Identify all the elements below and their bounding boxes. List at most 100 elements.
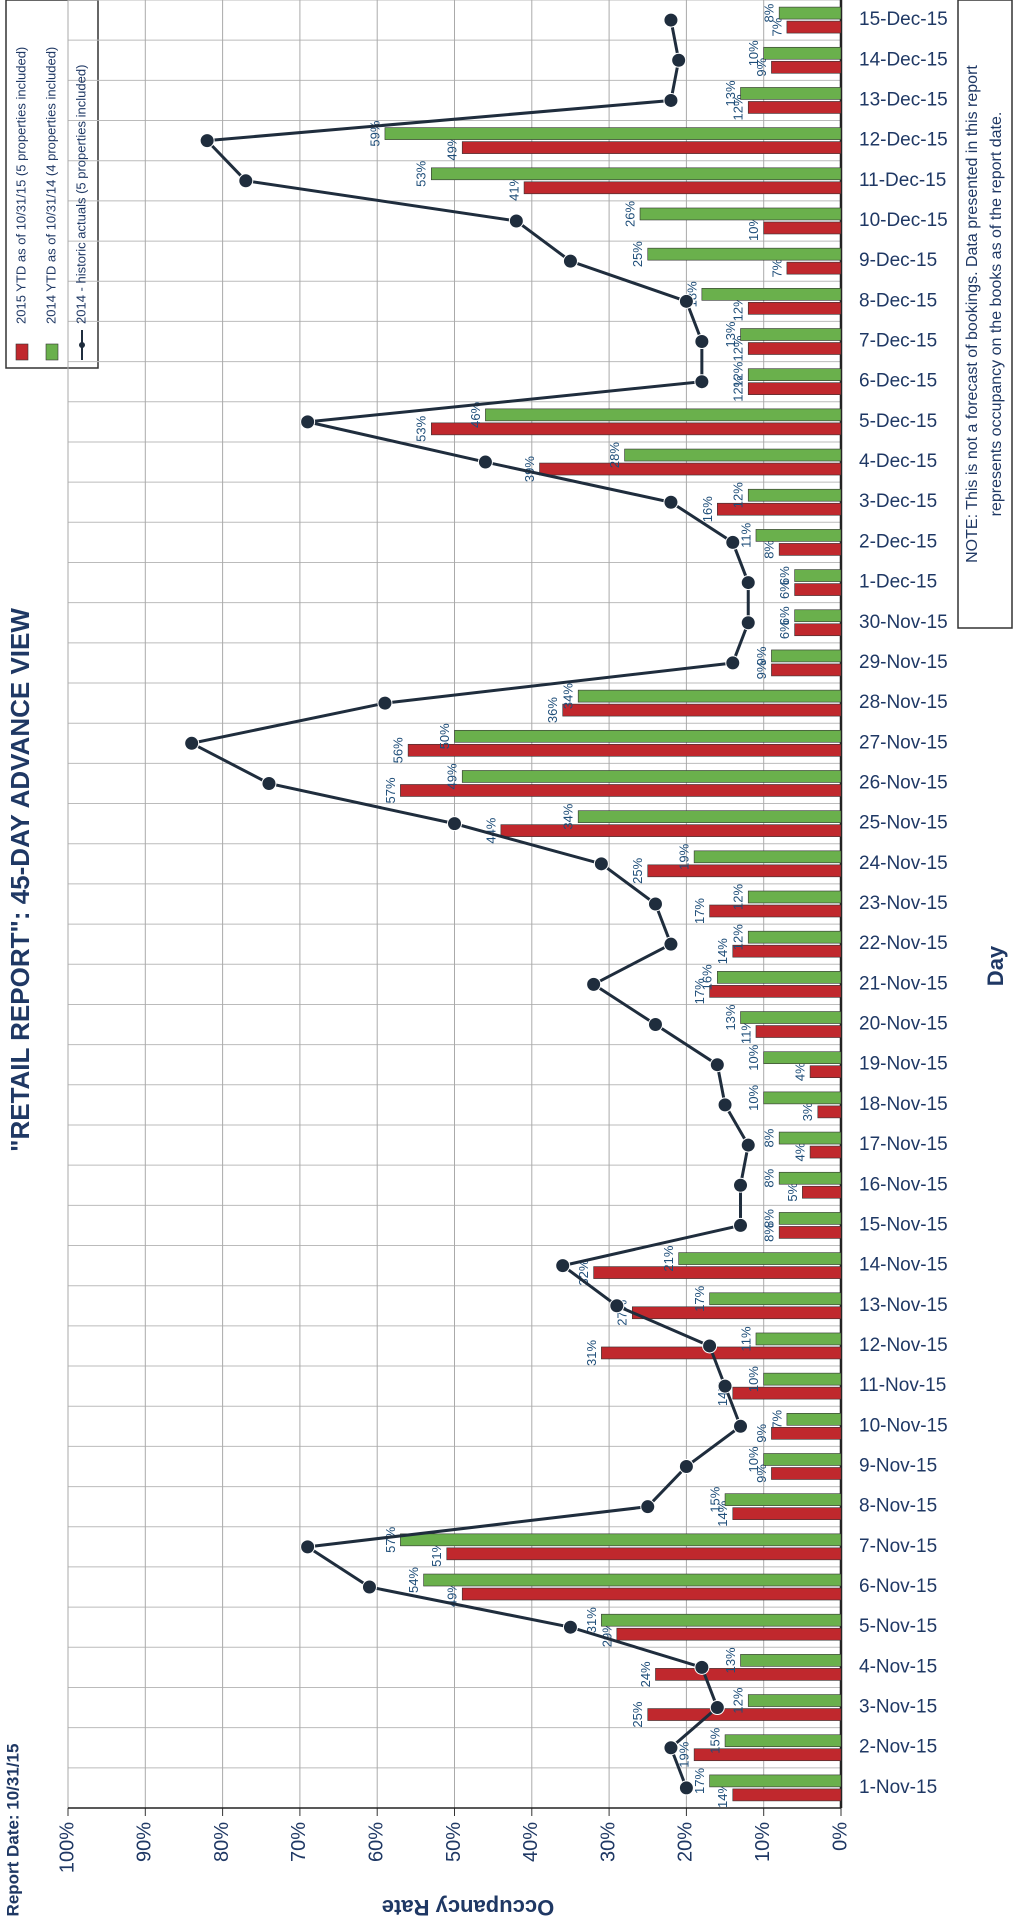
line-point (663, 92, 679, 108)
bar (747, 101, 842, 114)
legend-symbol (45, 343, 59, 361)
bar (732, 1386, 842, 1400)
data-label: 11% (738, 1019, 753, 1044)
x-tick-label: 10-Dec-15 (859, 210, 948, 231)
data-label: 39% (522, 456, 537, 482)
data-label: 41% (507, 174, 522, 200)
data-label: 17% (692, 1767, 707, 1793)
data-label: 12% (731, 94, 746, 120)
x-tick-label: 15-Nov-15 (859, 1214, 948, 1235)
bar (577, 689, 842, 703)
bar (431, 422, 842, 436)
bar (786, 20, 842, 34)
data-label: 13% (723, 1647, 738, 1673)
x-tick-label: 7-Dec-15 (859, 331, 937, 352)
x-tick-label: 4-Dec-15 (859, 451, 937, 472)
x-tick-label: 10-Nov-15 (859, 1415, 948, 1436)
line-point (663, 12, 679, 28)
bar (717, 971, 842, 984)
y-tick-label: 10% (752, 1822, 774, 1862)
data-label: 36% (545, 697, 560, 723)
y-axis-title: Occupancy Rate (382, 1895, 554, 1920)
data-label: 24% (638, 1661, 653, 1687)
legend-label: 2014 - historic actuals (5 properties in… (73, 65, 88, 324)
data-label: 3% (800, 1102, 815, 1121)
bar (740, 1011, 842, 1024)
bar (678, 1252, 842, 1265)
data-label: 19% (677, 843, 692, 869)
y-tick-label: 80% (211, 1822, 233, 1862)
data-label: 54% (406, 1567, 421, 1593)
data-label: 25% (630, 857, 645, 883)
bar (747, 930, 842, 944)
data-label: 8% (762, 540, 777, 559)
data-label: 14% (715, 938, 730, 964)
line-point (725, 655, 741, 671)
bar (747, 342, 842, 355)
x-tick-label: 5-Nov-15 (859, 1616, 937, 1637)
data-label: 49% (445, 1581, 460, 1607)
data-label: 9% (754, 646, 769, 665)
bar (778, 1131, 842, 1145)
line-point (184, 735, 200, 751)
data-label: 28% (607, 442, 622, 468)
data-label: 57% (383, 777, 398, 803)
bar (794, 583, 842, 596)
data-label: 17% (692, 1285, 707, 1311)
data-label: 12% (731, 1687, 746, 1713)
bar (446, 1547, 842, 1561)
x-tick-label: 12-Nov-15 (859, 1335, 948, 1356)
line-point (740, 1137, 756, 1153)
data-label: 25% (630, 1701, 645, 1727)
line-point (733, 1418, 749, 1434)
bar (647, 864, 842, 878)
x-tick-label: 25-Nov-15 (859, 813, 948, 834)
bar (423, 1573, 842, 1587)
legend-label: 2014 YTD as of 10/31/14 (4 properties in… (43, 47, 58, 324)
bar (461, 141, 842, 154)
bar (786, 261, 842, 275)
data-label: 10% (746, 1446, 761, 1472)
line-point (694, 374, 710, 390)
bar (747, 488, 842, 502)
x-tick-label: 11-Nov-15 (859, 1375, 946, 1396)
y-tick-label: 70% (288, 1822, 310, 1862)
bar (562, 703, 842, 717)
x-tick-label: 6-Nov-15 (859, 1576, 937, 1597)
data-label: 11% (738, 1326, 753, 1351)
bar (655, 1668, 842, 1681)
x-tick-label: 14-Nov-15 (859, 1255, 948, 1276)
x-tick-label: 30-Nov-15 (859, 612, 948, 633)
bar (778, 1212, 842, 1225)
x-tick-label: 8-Nov-15 (859, 1496, 937, 1517)
x-tick-label: 8-Dec-15 (859, 290, 937, 311)
x-tick-label: 3-Dec-15 (859, 491, 937, 512)
data-label: 9% (754, 57, 769, 76)
bar (771, 649, 842, 663)
data-label: 9% (754, 1423, 769, 1442)
line-point (709, 1057, 725, 1073)
data-label: 14% (715, 1781, 730, 1807)
data-label: 50% (437, 723, 452, 749)
bar (709, 985, 842, 998)
chart-title: "RETAIL REPORT": 45-DAY ADVANCE VIEW (5, 608, 35, 1152)
x-tick-label: 9-Nov-15 (859, 1456, 937, 1477)
data-label: 31% (584, 1607, 599, 1633)
bar (400, 1533, 842, 1547)
line-point (377, 695, 393, 711)
bar (601, 1613, 842, 1627)
data-label: 8% (762, 1128, 777, 1147)
y-tick-label: 50% (443, 1822, 465, 1862)
bar (778, 1226, 842, 1239)
bar (740, 328, 842, 341)
bar (461, 770, 842, 783)
data-label: 46% (468, 401, 483, 427)
line-point (593, 856, 609, 872)
line-point (477, 454, 493, 470)
line-point (694, 334, 710, 350)
x-tick-label: 5-Dec-15 (859, 411, 937, 432)
line-point (733, 1217, 749, 1233)
data-label: 31% (584, 1340, 599, 1366)
x-tick-label: 14-Dec-15 (859, 49, 948, 70)
x-tick-label: 2-Dec-15 (859, 531, 937, 552)
